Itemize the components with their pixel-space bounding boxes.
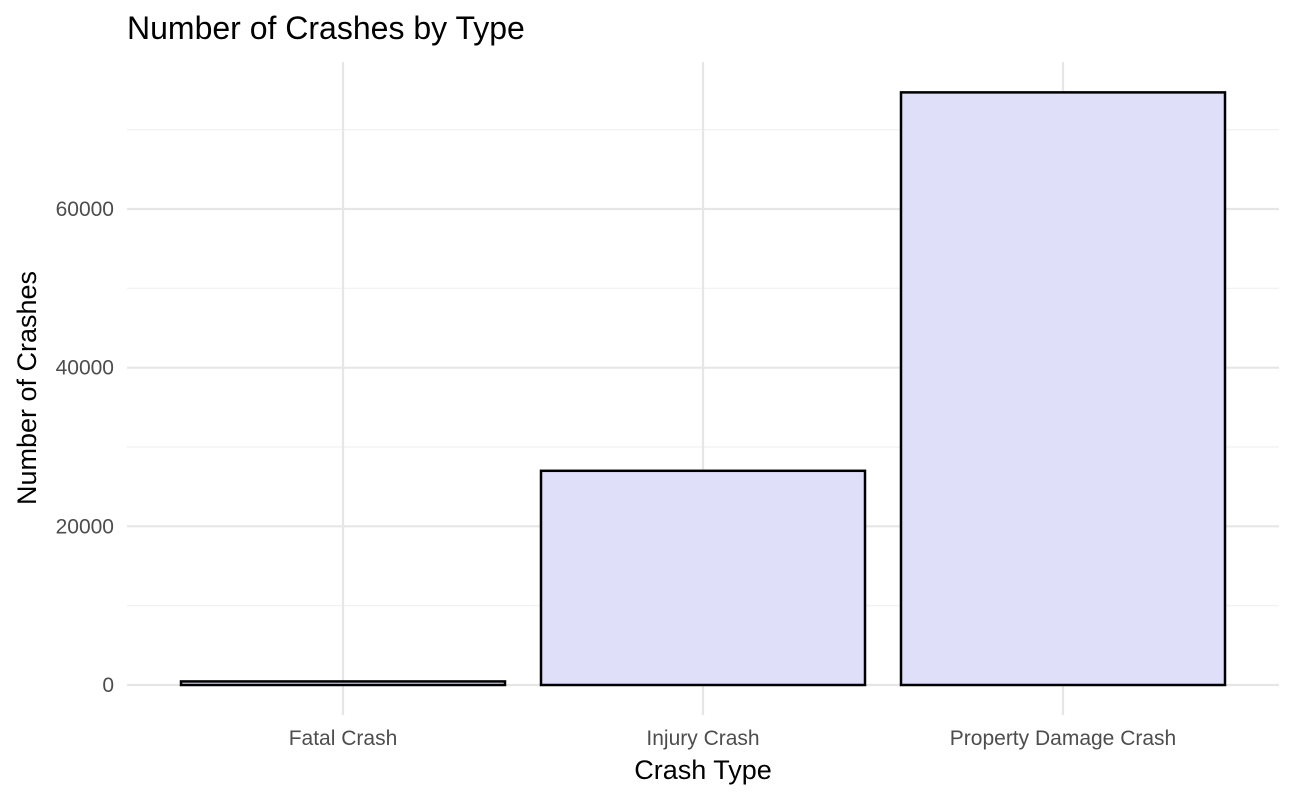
x-tick-label: Fatal Crash xyxy=(289,727,398,750)
bars xyxy=(179,91,1227,687)
y-tick-label: 20000 xyxy=(56,515,114,538)
chart-title: Number of Crashes by Type xyxy=(127,10,525,46)
bar-injury-crash xyxy=(539,469,867,687)
y-axis-label: Number of Crashes xyxy=(12,271,42,505)
y-tick-label: 40000 xyxy=(56,357,114,380)
x-axis-label: Crash Type xyxy=(634,755,772,785)
bar-fatal-crash xyxy=(179,680,507,687)
x-tick-label: Injury Crash xyxy=(646,727,759,750)
y-tick-labels: 0 20000 40000 60000 xyxy=(56,198,114,697)
y-tick-label: 60000 xyxy=(56,198,114,221)
bar-property-damage-crash xyxy=(899,91,1227,687)
x-tick-labels: Fatal Crash Injury Crash Property Damage C… xyxy=(289,727,1176,750)
y-tick-label: 0 xyxy=(102,674,114,697)
x-tick-label: Property Damage Crash xyxy=(950,727,1176,750)
